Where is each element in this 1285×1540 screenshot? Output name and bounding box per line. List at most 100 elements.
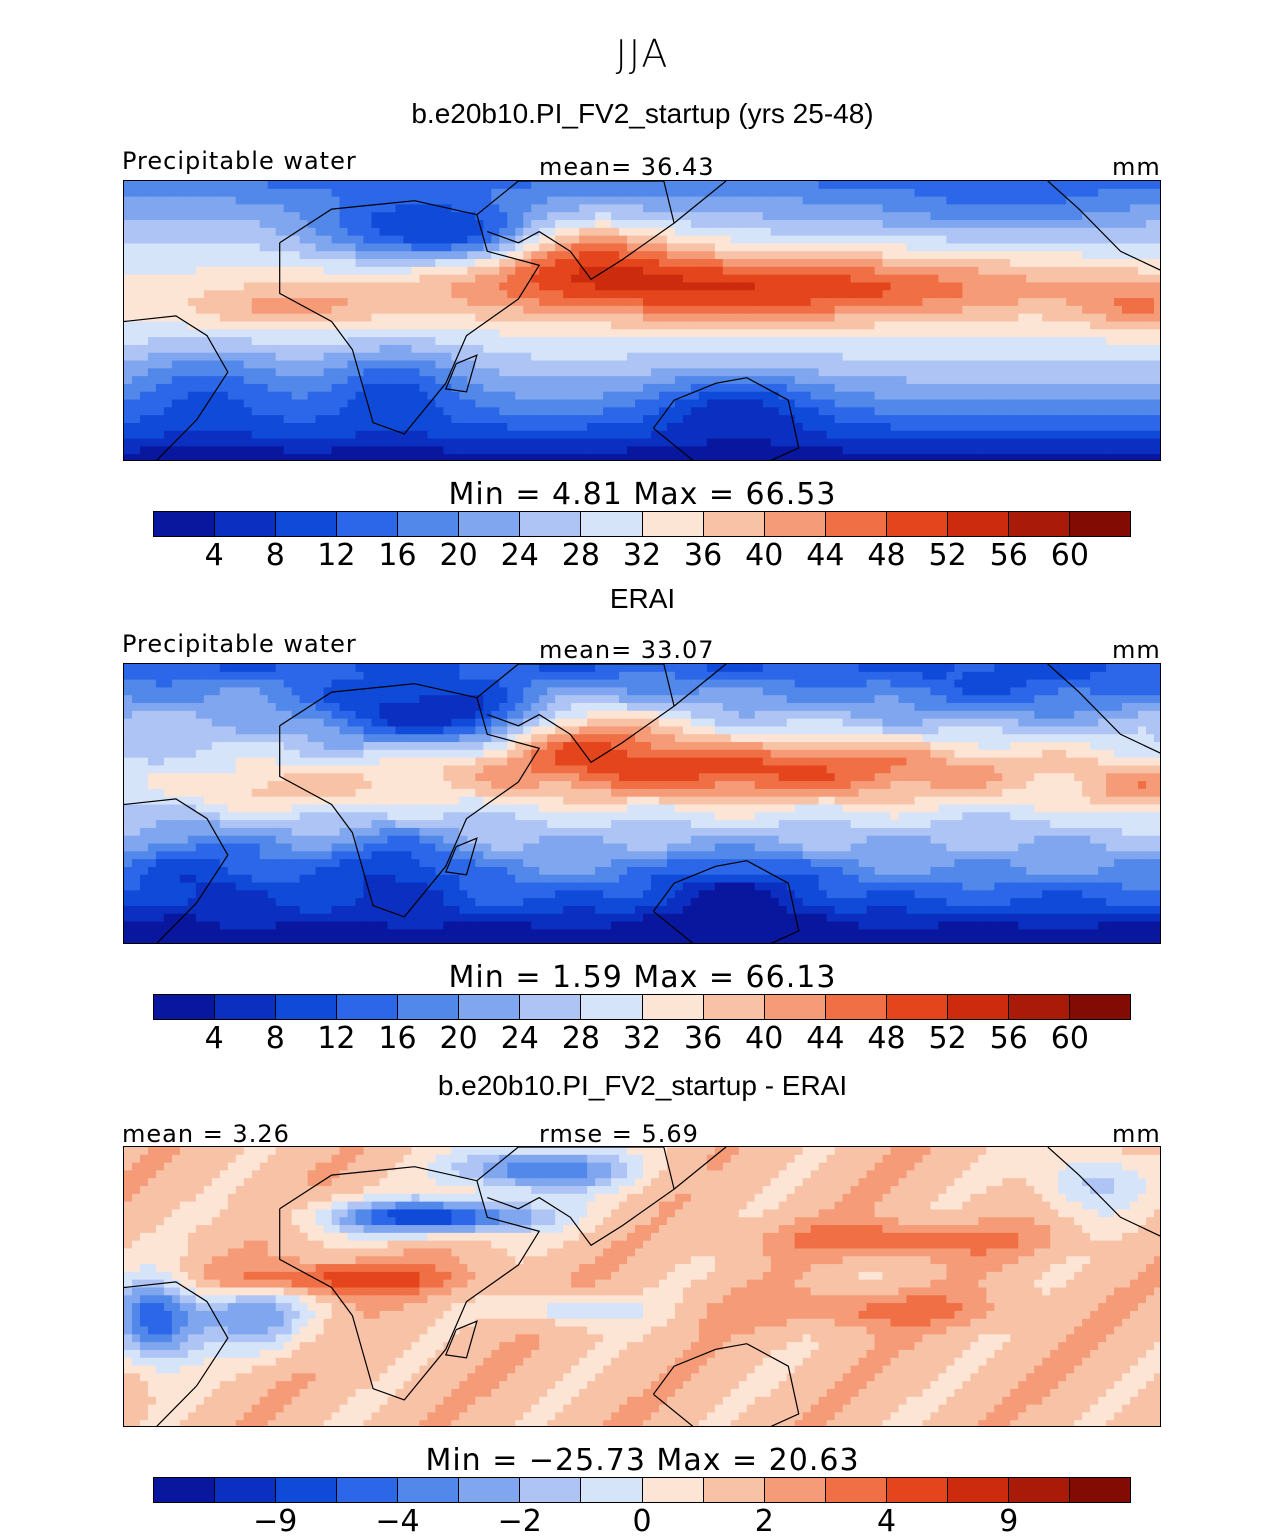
field-cell [1138,391,1147,401]
field-cell [227,344,237,354]
field-cell [1034,446,1043,455]
field-cell [874,376,884,385]
field-cell [906,422,916,432]
field-cell [898,446,908,455]
field-cell [770,251,780,260]
field-cell [930,415,940,424]
field-cell [1002,243,1011,252]
field-cell [746,188,756,198]
field-cell [890,391,900,401]
field-cell [611,422,620,432]
field-cell [411,290,421,299]
field-cell [203,290,213,299]
field-cell [211,376,221,385]
field-cell [1122,368,1131,377]
field-cell [627,422,636,432]
field-cell [299,282,309,291]
field-cell [1114,321,1123,330]
field-cell [179,274,189,284]
field-cell [1066,282,1075,291]
field-cell [698,259,708,268]
field-cell [858,360,868,369]
field-cell [770,399,780,408]
field-cell [475,454,484,460]
field-cell [467,204,476,213]
field-cell [962,313,971,323]
field-cell [1042,220,1051,229]
field-cell [930,321,940,330]
field-cell [1154,391,1160,401]
field-cell [1002,383,1011,393]
field-cell [427,671,436,681]
field-cell [874,321,884,330]
field-cell [267,181,277,190]
field-cell [898,664,908,673]
field-cell [1146,313,1155,323]
field-cell [890,337,900,346]
field-cell [930,204,940,213]
field-cell [371,313,381,323]
field-cell [331,438,341,447]
field-cell [459,454,468,460]
field-cell [219,290,229,299]
field-cell [986,259,995,268]
field-cell [443,235,452,245]
field-cell [738,243,748,252]
field-cell [818,664,828,673]
field-cell [970,454,979,460]
colorbar-swatch [215,512,277,536]
field-cell [355,188,365,198]
field-cell [355,227,365,237]
field-cell [299,337,309,346]
field-cell [579,274,588,284]
field-cell [459,360,468,369]
field-cell [1058,376,1067,385]
field-cell [954,235,963,245]
field-cell [1122,204,1131,213]
field-cell [842,664,852,673]
field-cell [690,212,700,221]
field-cell [267,204,277,213]
field-cell [219,220,229,229]
field-cell [1074,422,1083,432]
field-cell [243,664,253,673]
field-cell [211,422,221,432]
field-cell [491,321,500,330]
field-cell [938,337,948,346]
field-cell [1066,454,1075,460]
field-cell [674,259,684,268]
field-cell [571,446,580,455]
field-cell [643,243,652,252]
field-cell [603,212,612,221]
field-cell [666,422,676,432]
field-cell [1026,212,1035,221]
field-cell [1130,391,1139,401]
field-cell [411,671,421,681]
field-cell [698,422,708,432]
field-cell [954,671,963,681]
field-cell [227,399,237,408]
field-cell [331,212,341,221]
field-cell [1090,337,1099,346]
field-cell [259,430,269,440]
field-cell [690,399,700,408]
field-cell [1034,376,1043,385]
field-cell [427,282,436,291]
field-cell [1050,259,1059,268]
field-cell [802,664,812,673]
field-cell [874,422,884,432]
field-cell [131,305,141,315]
field-cell [1106,454,1115,460]
field-cell [627,430,636,440]
field-cell [555,399,564,408]
field-cell [427,290,436,299]
field-cell [762,360,772,369]
field-cell [124,235,133,245]
field-cell [187,407,197,416]
field-cell [738,344,748,354]
field-cell [331,337,341,346]
field-cell [778,337,788,346]
field-cell [794,227,804,237]
field-cell [155,305,165,315]
field-cell [1146,227,1155,237]
